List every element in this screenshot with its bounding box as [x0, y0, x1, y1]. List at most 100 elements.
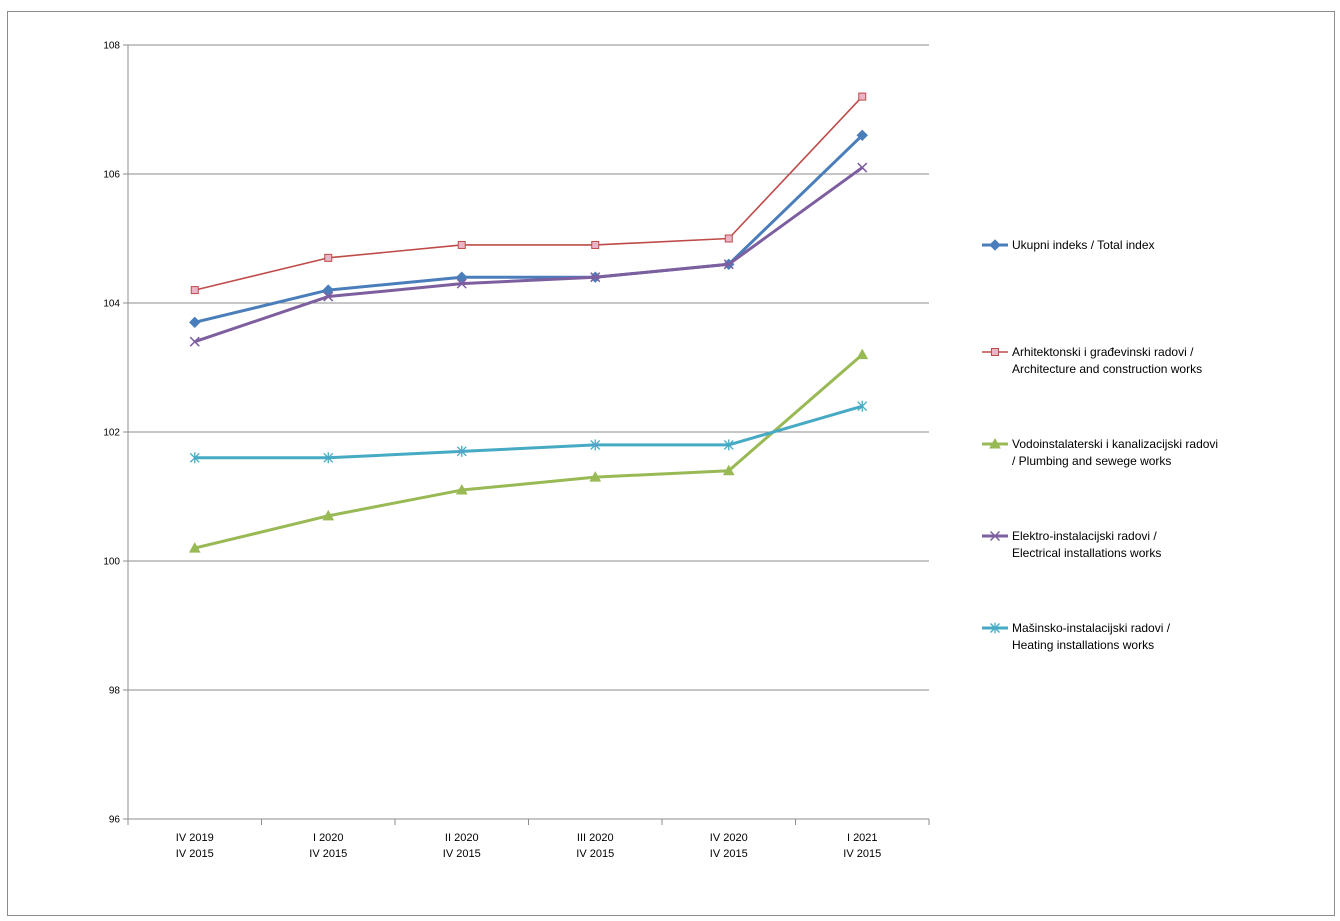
square-marker [858, 92, 867, 101]
legend-item-3: Vodoinstalaterski i kanalizacijski radov… [982, 437, 1218, 468]
chart-frame [7, 11, 1335, 916]
square-marker [324, 253, 333, 262]
legend-label: Ukupni indeks / Total index [1012, 238, 1155, 252]
triangle-marker [722, 464, 735, 476]
data-point [590, 272, 601, 283]
series-line-5 [194, 404, 863, 460]
data-point [322, 509, 335, 521]
legend-label: Arhitektonski i građevinski radovi / [1012, 345, 1194, 359]
legend-label: Electrical installations works [1012, 546, 1161, 560]
data-point [456, 445, 467, 457]
x-tick-label: I 2020 [313, 832, 344, 844]
y-axis-tick-labels: 96 98 100 102 104 106 108 [103, 41, 120, 826]
y-tick-label: 96 [109, 815, 121, 826]
data-point [856, 129, 868, 142]
axes [123, 44, 930, 825]
series-line-1 [194, 134, 864, 324]
x-axis-tick-labels: IV 2019 IV 2015 I 2020 IV 2015 II 2020 IV 201… [176, 832, 881, 860]
data-point [856, 348, 869, 360]
series-lines [188, 92, 869, 553]
x-marker-stroke [189, 336, 200, 347]
legend-label: Heating installations works [1012, 638, 1154, 652]
data-point [723, 439, 734, 451]
diamond-marker [856, 129, 868, 142]
x-tick-label: III 2020 [577, 832, 614, 844]
x-tick-label: IV 2019 [176, 832, 214, 844]
triangle-marker [188, 542, 201, 553]
x-marker-stroke [989, 530, 1001, 542]
triangle-marker [989, 437, 1001, 449]
data-point [590, 439, 601, 451]
triangle-marker [589, 471, 602, 482]
x-marker-stroke [857, 162, 868, 173]
x-tick-label: IV 2015 [576, 848, 614, 860]
data-point [323, 452, 334, 464]
data-point [189, 336, 200, 347]
data-point [189, 316, 201, 329]
data-point [455, 484, 468, 495]
y-tick-label: 102 [103, 428, 120, 439]
x-tick-label: IV 2015 [176, 848, 214, 860]
x-tick-label: IV 2015 [843, 848, 881, 860]
series-line-2 [194, 96, 863, 291]
x-tick-label: IV 2015 [309, 848, 347, 860]
y-tick-label: 104 [103, 299, 120, 310]
data-point [724, 234, 733, 243]
legend-item-4: Elektro-instalacijski radovi / Electrical… [982, 529, 1161, 560]
gridlines [128, 44, 929, 691]
x-marker-stroke [323, 291, 334, 302]
legend-marker [989, 239, 1001, 251]
data-point [723, 259, 734, 270]
legend: Ukupni indeks / Total index Arhitektonski… [982, 238, 1218, 652]
legend-label: Mašinsko-instalacijski radovi / [1012, 621, 1171, 635]
series-line-4 [194, 166, 864, 344]
y-tick-label: 100 [103, 557, 120, 568]
data-point [858, 92, 867, 101]
legend-item-1: Ukupni indeks / Total index [982, 238, 1155, 252]
x-marker-stroke [723, 259, 734, 270]
square-marker [457, 240, 466, 249]
x-tick-label: II 2020 [445, 832, 479, 844]
x-tick-label: IV 2020 [710, 832, 748, 844]
legend-marker [990, 622, 1000, 634]
square-marker [724, 234, 733, 243]
data-point [323, 291, 334, 302]
x-tick-label: I 2021 [847, 832, 878, 844]
x-marker-stroke [590, 272, 601, 283]
data-point [857, 400, 868, 412]
data-point [722, 464, 735, 476]
diamond-marker [189, 316, 201, 329]
triangle-marker [856, 348, 869, 360]
legend-label: Elektro-instalacijski radovi / [1012, 529, 1157, 543]
data-point [456, 278, 467, 289]
x-tick-label: IV 2015 [443, 848, 481, 860]
legend-label: Architecture and construction works [1012, 362, 1202, 376]
square-marker [591, 240, 600, 249]
legend-item-2: Arhitektonski i građevinski radovi / Arch… [982, 345, 1202, 376]
data-point [188, 542, 201, 553]
x-tick-label: IV 2015 [710, 848, 748, 860]
data-point [591, 240, 600, 249]
triangle-marker [455, 484, 468, 495]
x-marker-stroke [456, 278, 467, 289]
data-point [457, 240, 466, 249]
y-tick-label: 106 [103, 170, 120, 181]
legend-label: Vodoinstalaterski i kanalizacijski radov… [1012, 437, 1218, 451]
legend-label: / Plumbing and sewege works [1012, 454, 1171, 468]
legend-item-5: Mašinsko-instalacijski radovi / Heating i… [982, 621, 1171, 652]
legend-marker [991, 348, 999, 356]
series-line-3 [194, 353, 864, 550]
y-tick-label: 108 [103, 41, 120, 52]
data-point [589, 471, 602, 482]
square-marker [190, 286, 199, 295]
data-point [324, 253, 333, 262]
triangle-marker [322, 509, 335, 521]
data-point [857, 162, 868, 173]
legend-marker [989, 530, 1001, 542]
square-marker [991, 348, 999, 356]
legend-marker [989, 437, 1001, 449]
data-point [189, 452, 200, 464]
diamond-marker [989, 239, 1001, 251]
data-point [190, 286, 199, 295]
